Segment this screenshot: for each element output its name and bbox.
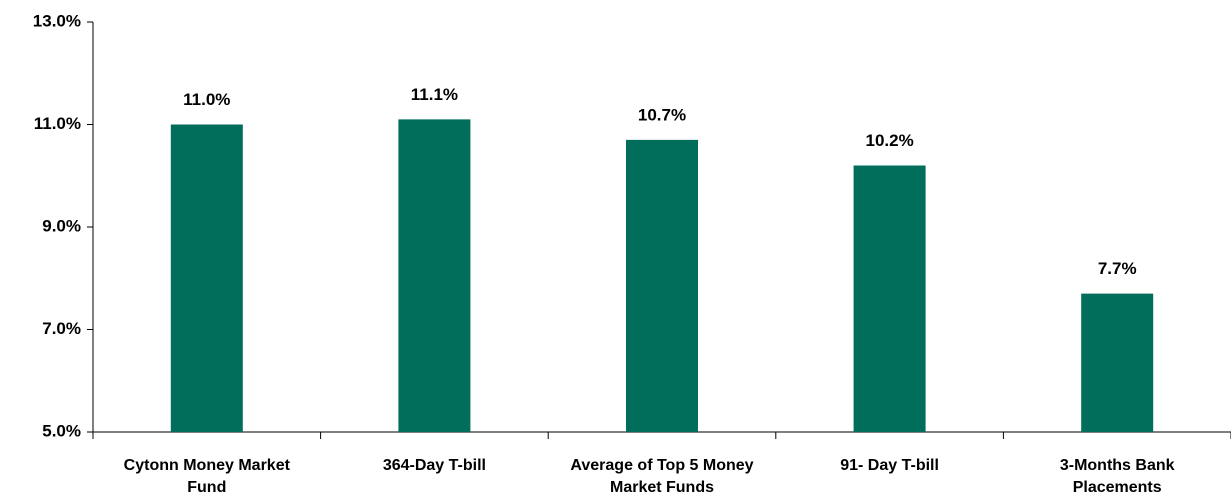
bar [1081, 293, 1154, 432]
x-tick-label: 91- Day T-bill [840, 457, 939, 474]
data-label: 11.1% [411, 85, 458, 104]
x-tick-label: 3-Months Bank Placements [1059, 457, 1175, 496]
x-tick-label: Cytonn Money Market Fund [123, 457, 290, 496]
bar [398, 119, 471, 432]
bar [626, 139, 698, 432]
y-tick-label: 9.0% [42, 216, 81, 235]
data-label: 10.7% [638, 105, 686, 124]
data-label: 11.0% [183, 90, 230, 109]
y-tick-label: 13.0% [33, 11, 81, 30]
y-tick-label: 5.0% [42, 421, 81, 440]
x-tick-label: 364-Day T-bill [382, 457, 486, 474]
bar [170, 124, 243, 432]
bar [853, 165, 926, 432]
x-tick-label: Average of Top 5 Money Market Funds [570, 457, 754, 496]
y-tick-label: 11.0% [34, 114, 81, 133]
data-label: 10.2% [865, 131, 913, 150]
data-label: 7.7% [1098, 259, 1137, 278]
y-tick-label: 7.0% [42, 319, 81, 338]
